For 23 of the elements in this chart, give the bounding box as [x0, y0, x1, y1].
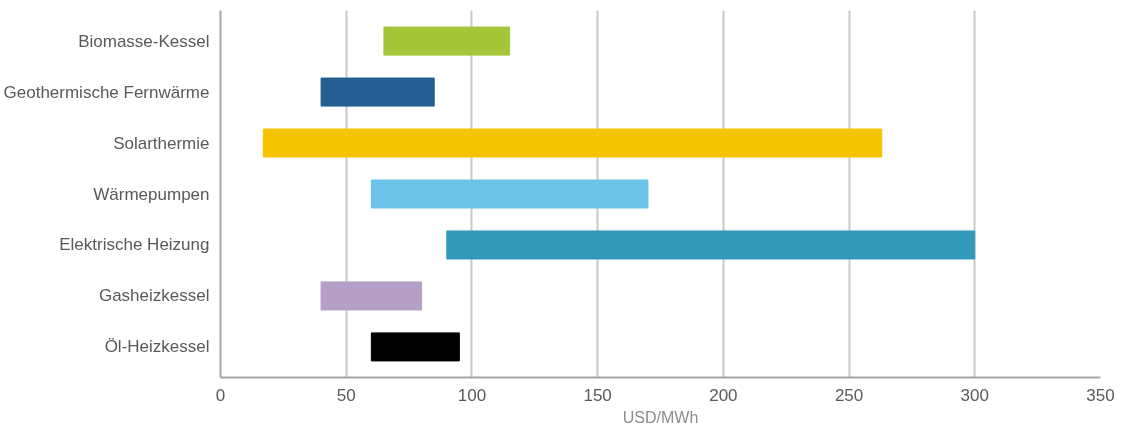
y-tick-label: Wärmepumpen: [93, 184, 210, 204]
x-tick-label: 0: [215, 385, 226, 405]
bar: [320, 77, 435, 107]
y-tick-label: Geothermische Fernwärme: [3, 82, 210, 102]
y-tick-label: Elektrische Heizung: [59, 235, 210, 255]
bar: [370, 332, 460, 362]
x-tick-label: 250: [834, 385, 864, 405]
bar: [262, 128, 883, 158]
x-tick-label: 50: [336, 385, 356, 405]
bar: [320, 281, 423, 311]
bar: [446, 230, 976, 260]
x-tick-label: 100: [457, 385, 487, 405]
x-tick-label: 150: [583, 385, 612, 405]
y-tick-label: Biomasse-Kessel: [78, 31, 210, 51]
x-tick-label: 300: [960, 385, 989, 405]
bar: [383, 26, 511, 56]
x-axis-title: USD/MWh: [622, 408, 699, 426]
bar: [370, 179, 649, 209]
y-tick-label: Gasheizkessel: [98, 286, 210, 306]
y-tick-label: Solarthermie: [113, 133, 210, 153]
x-tick-label: 200: [709, 385, 738, 405]
x-tick-label: 350: [1086, 385, 1115, 405]
y-tick-label: Öl-Heizkessel: [104, 337, 210, 357]
